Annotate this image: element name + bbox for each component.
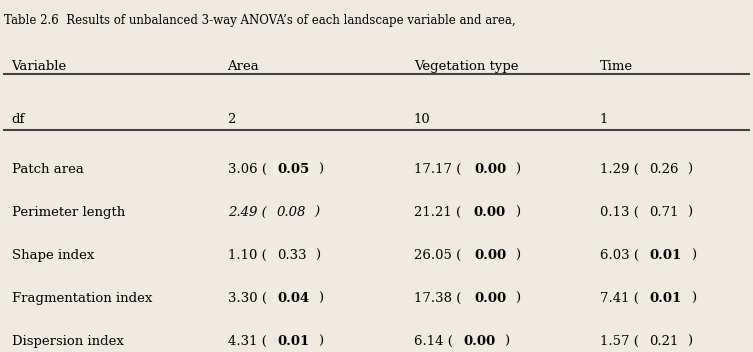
Text: ): ) bbox=[515, 206, 520, 219]
Text: 0.33: 0.33 bbox=[277, 249, 306, 262]
Text: ): ) bbox=[319, 292, 324, 305]
Text: ): ) bbox=[505, 335, 510, 348]
Text: 0.00: 0.00 bbox=[463, 335, 495, 348]
Text: 7.41 (: 7.41 ( bbox=[600, 292, 639, 305]
Text: 2.49 (: 2.49 ( bbox=[227, 206, 267, 219]
Text: 0.00: 0.00 bbox=[474, 249, 506, 262]
Text: Time: Time bbox=[600, 61, 633, 73]
Text: 4.31 (: 4.31 ( bbox=[227, 335, 267, 348]
Text: ): ) bbox=[691, 292, 696, 305]
Text: Dispersion index: Dispersion index bbox=[11, 335, 123, 348]
Text: 0.01: 0.01 bbox=[650, 249, 682, 262]
Text: 3.30 (: 3.30 ( bbox=[227, 292, 267, 305]
Text: ): ) bbox=[515, 163, 520, 176]
Text: Table 2.6  Results of unbalanced 3-way ANOVA’s of each landscape variable and ar: Table 2.6 Results of unbalanced 3-way AN… bbox=[5, 14, 516, 27]
Text: 0.01: 0.01 bbox=[650, 292, 681, 305]
Text: Perimeter length: Perimeter length bbox=[11, 206, 125, 219]
Text: 21.21 (: 21.21 ( bbox=[413, 206, 461, 219]
Text: ): ) bbox=[515, 249, 520, 262]
Text: 0.26: 0.26 bbox=[650, 163, 679, 176]
Text: 6.14 (: 6.14 ( bbox=[413, 335, 453, 348]
Text: 0.08: 0.08 bbox=[277, 206, 306, 219]
Text: ): ) bbox=[315, 249, 320, 262]
Text: 2: 2 bbox=[227, 113, 236, 126]
Text: 1.10 (: 1.10 ( bbox=[227, 249, 267, 262]
Text: 0.71: 0.71 bbox=[650, 206, 679, 219]
Text: 0.01: 0.01 bbox=[277, 335, 309, 348]
Text: Area: Area bbox=[227, 61, 259, 73]
Text: 3.06 (: 3.06 ( bbox=[227, 163, 267, 176]
Text: 17.17 (: 17.17 ( bbox=[413, 163, 461, 176]
Text: 0.00: 0.00 bbox=[474, 163, 506, 176]
Text: ): ) bbox=[319, 163, 324, 176]
Text: Patch area: Patch area bbox=[11, 163, 84, 176]
Text: 26.05 (: 26.05 ( bbox=[413, 249, 461, 262]
Text: 17.38 (: 17.38 ( bbox=[413, 292, 461, 305]
Text: ): ) bbox=[691, 249, 696, 262]
Text: 1: 1 bbox=[600, 113, 608, 126]
Text: 1.29 (: 1.29 ( bbox=[600, 163, 639, 176]
Text: Shape index: Shape index bbox=[11, 249, 94, 262]
Text: Vegetation type: Vegetation type bbox=[413, 61, 518, 73]
Text: 0.00: 0.00 bbox=[474, 206, 506, 219]
Text: Fragmentation index: Fragmentation index bbox=[11, 292, 152, 305]
Text: ): ) bbox=[687, 335, 692, 348]
Text: 0.04: 0.04 bbox=[277, 292, 309, 305]
Text: 0.13 (: 0.13 ( bbox=[600, 206, 639, 219]
Text: 0.05: 0.05 bbox=[277, 163, 309, 176]
Text: 1.57 (: 1.57 ( bbox=[600, 335, 639, 348]
Text: 0.21: 0.21 bbox=[650, 335, 679, 348]
Text: df: df bbox=[11, 113, 25, 126]
Text: ): ) bbox=[687, 206, 692, 219]
Text: 10: 10 bbox=[413, 113, 431, 126]
Text: Variable: Variable bbox=[11, 61, 67, 73]
Text: 6.03 (: 6.03 ( bbox=[600, 249, 639, 262]
Text: 0.00: 0.00 bbox=[474, 292, 506, 305]
Text: ): ) bbox=[315, 206, 319, 219]
Text: ): ) bbox=[319, 335, 324, 348]
Text: ): ) bbox=[687, 163, 692, 176]
Text: ): ) bbox=[515, 292, 520, 305]
